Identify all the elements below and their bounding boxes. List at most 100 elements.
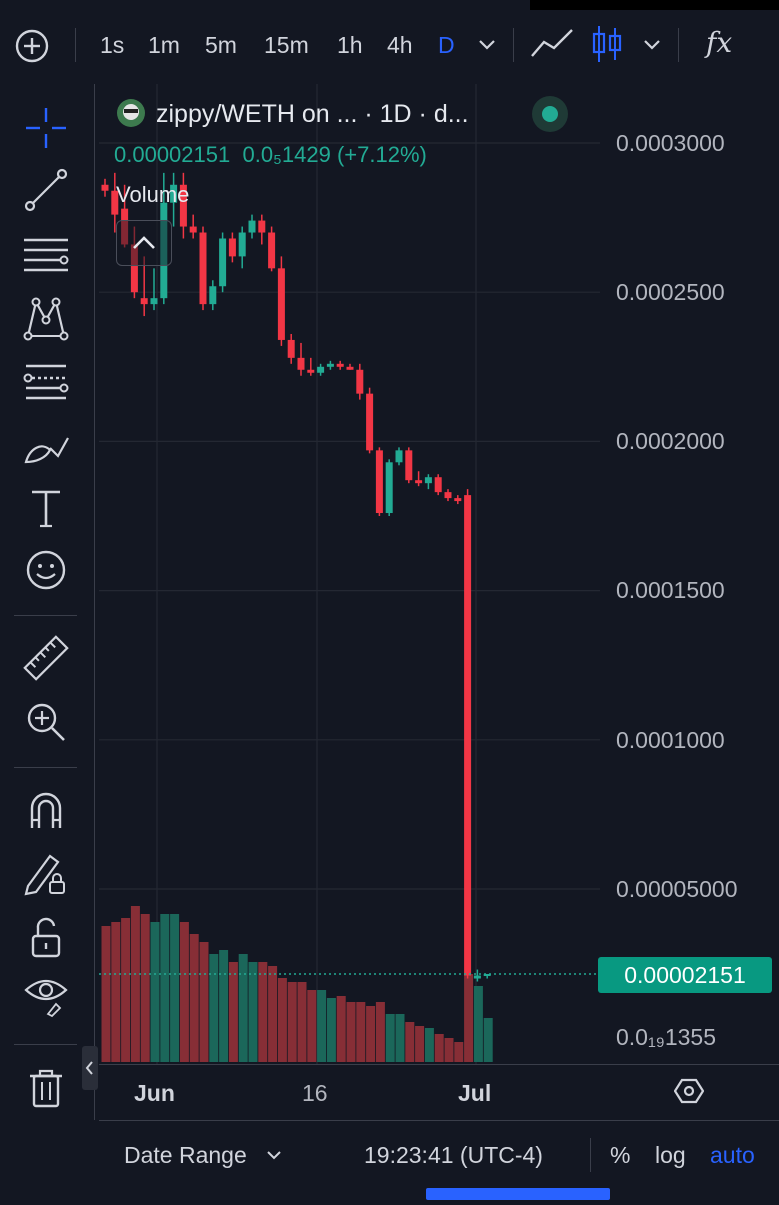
- volume-bar: [140, 914, 150, 1062]
- ohlc-values: 0.00002151 0.0₅1429 (+7.12%): [114, 142, 427, 168]
- chart-type-chevron-down-icon[interactable]: [641, 34, 663, 54]
- time-axis-label: Jun: [134, 1080, 175, 1106]
- bottom-bar: [0, 1120, 779, 1200]
- volume-bar: [366, 1006, 376, 1062]
- pattern-tool[interactable]: [20, 292, 72, 344]
- volume-bar: [287, 982, 297, 1062]
- volume-bar: [346, 1002, 356, 1062]
- volume-bar: [189, 934, 199, 1062]
- date-range-chevron-down-icon[interactable]: [264, 1146, 284, 1164]
- interval-d[interactable]: D: [438, 32, 455, 58]
- volume-bar: [297, 982, 307, 1062]
- candle-body: [277, 268, 285, 340]
- candle-body: [179, 184, 187, 227]
- interval-4h[interactable]: 4h: [387, 32, 413, 58]
- candle-body: [454, 498, 462, 502]
- fib-retracement-tool[interactable]: [20, 230, 72, 282]
- volume-bar: [150, 922, 160, 1062]
- home-indicator[interactable]: [426, 1188, 610, 1200]
- volume-bar: [307, 990, 317, 1062]
- candle-body: [268, 232, 276, 269]
- clock-timezone[interactable]: 19:23:41 (UTC-4): [364, 1142, 543, 1168]
- volume-bar: [356, 1002, 366, 1062]
- toolbar-divider: [513, 28, 514, 62]
- line-chart-icon[interactable]: [530, 26, 574, 62]
- candle-body: [228, 238, 236, 257]
- date-range-button[interactable]: Date Range: [124, 1142, 247, 1169]
- candle-body: [464, 495, 472, 976]
- volume-bar: [277, 978, 287, 1062]
- volume-bar: [454, 1042, 464, 1062]
- brush-icon: [24, 437, 69, 464]
- interval-15m[interactable]: 15m: [264, 32, 309, 58]
- interval-1m[interactable]: 1m: [148, 32, 180, 58]
- collapse-toolbar-chevron-icon[interactable]: [82, 1046, 98, 1090]
- volume-bar: [179, 922, 189, 1062]
- log-scale-toggle[interactable]: log: [655, 1142, 686, 1168]
- volume-bar: [209, 954, 219, 1062]
- volume-indicator-label[interactable]: Volume: [116, 182, 190, 207]
- interval-5m[interactable]: 5m: [205, 32, 237, 58]
- crosshair-tool[interactable]: [20, 102, 72, 154]
- add-symbol-icon[interactable]: [14, 28, 50, 64]
- chart-settings-icon[interactable]: [674, 1076, 704, 1106]
- time-axis-border: [99, 1064, 779, 1065]
- price-axis-label: 0.0₁₉1355: [616, 1024, 717, 1050]
- candle-body: [258, 220, 266, 233]
- zoom-in-tool[interactable]: [20, 696, 72, 748]
- candle-body: [424, 477, 432, 484]
- volume-bar: [228, 962, 238, 1062]
- candle-body: [375, 450, 383, 514]
- drawing-toolbar: [0, 88, 92, 1200]
- remove-drawings-tool[interactable]: [20, 1062, 72, 1114]
- price-axis-label: 0.0003000: [616, 130, 725, 156]
- text-icon: [32, 490, 60, 528]
- candle-body: [111, 190, 119, 215]
- hide-tool[interactable]: [20, 968, 72, 1020]
- candle-body: [395, 450, 403, 463]
- interval-1s[interactable]: 1s: [100, 32, 125, 58]
- toolbar-divider: [75, 28, 76, 62]
- text-tool[interactable]: [20, 482, 72, 534]
- candle-body: [101, 184, 109, 191]
- trend-line-tool[interactable]: [20, 164, 72, 216]
- volume-bar: [258, 962, 268, 1062]
- price-chart[interactable]: [0, 0, 779, 1120]
- forecast-tool[interactable]: [20, 356, 72, 408]
- last-price-value: 0.00002151: [114, 142, 231, 167]
- candle-body: [444, 492, 452, 499]
- candle-body: [287, 339, 295, 358]
- trend-line-icon: [24, 168, 68, 212]
- volume-bar: [268, 966, 278, 1062]
- current-price-tag: 0.00002151: [598, 957, 772, 993]
- symbol-title[interactable]: zippy/WETH on ... · 1D · d...: [156, 100, 469, 128]
- volume-bar: [317, 990, 327, 1062]
- lock-all-tool[interactable]: [20, 912, 72, 964]
- candle-body: [297, 357, 305, 370]
- candles-chart-type-icon[interactable]: [590, 24, 624, 64]
- lock-drawings-tool[interactable]: [20, 848, 72, 900]
- auto-scale-toggle[interactable]: auto: [710, 1142, 755, 1168]
- smiley-icon: [26, 550, 66, 590]
- brush-tool[interactable]: [20, 418, 72, 470]
- candle-body: [385, 462, 393, 514]
- candle-body: [170, 184, 178, 203]
- percent-scale-toggle[interactable]: %: [610, 1142, 631, 1168]
- unlock-icon: [31, 917, 61, 958]
- measure-tool[interactable]: [20, 632, 72, 684]
- indicators-button[interactable]: fx: [706, 26, 732, 59]
- candle-body: [326, 363, 334, 367]
- collapse-legend-button[interactable]: [116, 220, 172, 266]
- volume-bar: [464, 974, 474, 1062]
- toolbar-divider: [14, 615, 77, 616]
- interval-1h[interactable]: 1h: [337, 32, 363, 58]
- candle-body: [140, 298, 148, 305]
- interval-chevron-down-icon[interactable]: [476, 34, 498, 54]
- candle-body: [346, 366, 354, 370]
- time-axis-label: Jul: [458, 1080, 492, 1106]
- emoji-tool[interactable]: [20, 544, 72, 596]
- magnet-tool[interactable]: [20, 784, 72, 836]
- magnet-icon: [30, 792, 62, 828]
- candle-body: [405, 450, 413, 481]
- volume-bar: [473, 986, 483, 1062]
